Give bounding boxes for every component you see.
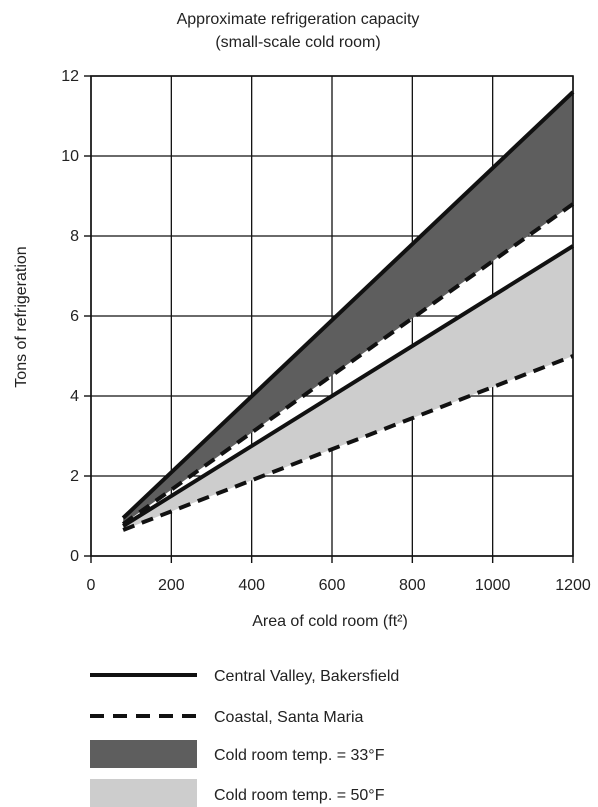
x-axis-label: Area of cold room (ft²): [252, 613, 408, 630]
y-tick-label-6: 12: [61, 68, 79, 85]
x-tick-label-4: 800: [399, 577, 426, 594]
x-tick-label-0: 0: [87, 577, 96, 594]
legend-label-33F: Cold room temp. = 33°F: [214, 747, 385, 764]
line-coastal-50F: [122, 354, 574, 532]
legend-swatch-light-fill: [90, 779, 197, 807]
line-central-valley-33F: [121, 90, 575, 520]
chart-subtitle: (small-scale cold room): [215, 34, 380, 51]
legend-label-central-valley: Central Valley, Bakersfield: [214, 668, 399, 685]
series-lines: [121, 90, 575, 532]
y-tick-label-5: 10: [61, 148, 79, 165]
x-tick-label-2: 400: [238, 577, 265, 594]
chart-title: Approximate refrigeration capacity: [177, 11, 420, 28]
y-tick-label-0: 0: [70, 548, 79, 565]
x-tick-label-6: 1200: [555, 577, 591, 594]
x-tick-label-1: 200: [158, 577, 185, 594]
y-tick-label-4: 8: [70, 228, 79, 245]
line-central-valley-50F: [122, 244, 575, 528]
y-tick-label-2: 4: [70, 388, 79, 405]
legend-label-coastal: Coastal, Santa Maria: [214, 709, 364, 726]
axes: [84, 75, 574, 563]
legend-swatch-dark-fill: [90, 740, 197, 768]
legend: Central Valley, Bakersfield Coastal, San…: [90, 668, 399, 807]
x-tick-labels: 0 200 400 600 800 1000 1200: [87, 577, 591, 594]
y-tick-label-3: 6: [70, 308, 79, 325]
y-axis-label: Tons of refrigeration: [13, 246, 30, 387]
legend-label-50F: Cold room temp. = 50°F: [214, 787, 385, 804]
y-tick-labels: 0 2 4 6 8 10 12: [61, 68, 79, 565]
x-tick-label-5: 1000: [475, 577, 511, 594]
y-tick-label-1: 2: [70, 468, 79, 485]
line-coastal-33F: [121, 202, 575, 526]
x-tick-label-3: 600: [319, 577, 346, 594]
